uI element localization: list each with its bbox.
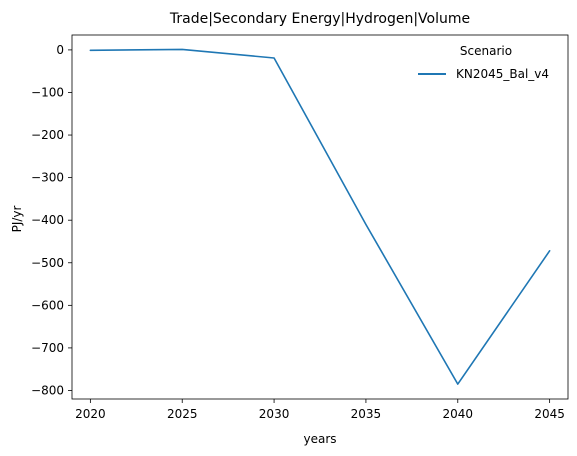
chart-title: Trade|Secondary Energy|Hydrogen|Volume: [169, 11, 470, 27]
x-tick-label: 2030: [259, 407, 290, 421]
plot-area: [71, 34, 569, 400]
y-tick-label: 0: [56, 43, 64, 57]
legend-title: Scenario: [460, 44, 512, 58]
x-tick-label: 2020: [75, 407, 106, 421]
legend-entry-label: KN2045_Bal_v4: [456, 67, 549, 81]
y-tick-label: −500: [31, 256, 64, 270]
x-tick-label: 2035: [351, 407, 382, 421]
x-axis-label: years: [303, 432, 336, 446]
y-tick-label: −200: [31, 128, 64, 142]
x-tick-label: 2040: [443, 407, 474, 421]
x-tick-label: 2025: [167, 407, 198, 421]
y-axis: 0 −100 −200 −300 −400 −500 −600 −700 −800: [31, 43, 72, 397]
y-tick-label: −100: [31, 85, 64, 99]
plot-frame: [71, 34, 569, 400]
y-tick-label: −700: [31, 341, 64, 355]
y-tick-label: −300: [31, 171, 64, 185]
y-axis-label: PJ/yr: [10, 206, 24, 233]
x-tick-label: 2045: [534, 407, 565, 421]
y-tick-label: −600: [31, 298, 64, 312]
series-layer: [89, 48, 551, 385]
y-tick-label: −800: [31, 383, 64, 397]
legend: Scenario KN2045_Bal_v4: [418, 44, 549, 81]
x-axis: 2020 2025 2030 2035 2040 2045: [75, 399, 565, 421]
y-tick-label: −400: [31, 213, 64, 227]
series-line: [89, 48, 551, 385]
